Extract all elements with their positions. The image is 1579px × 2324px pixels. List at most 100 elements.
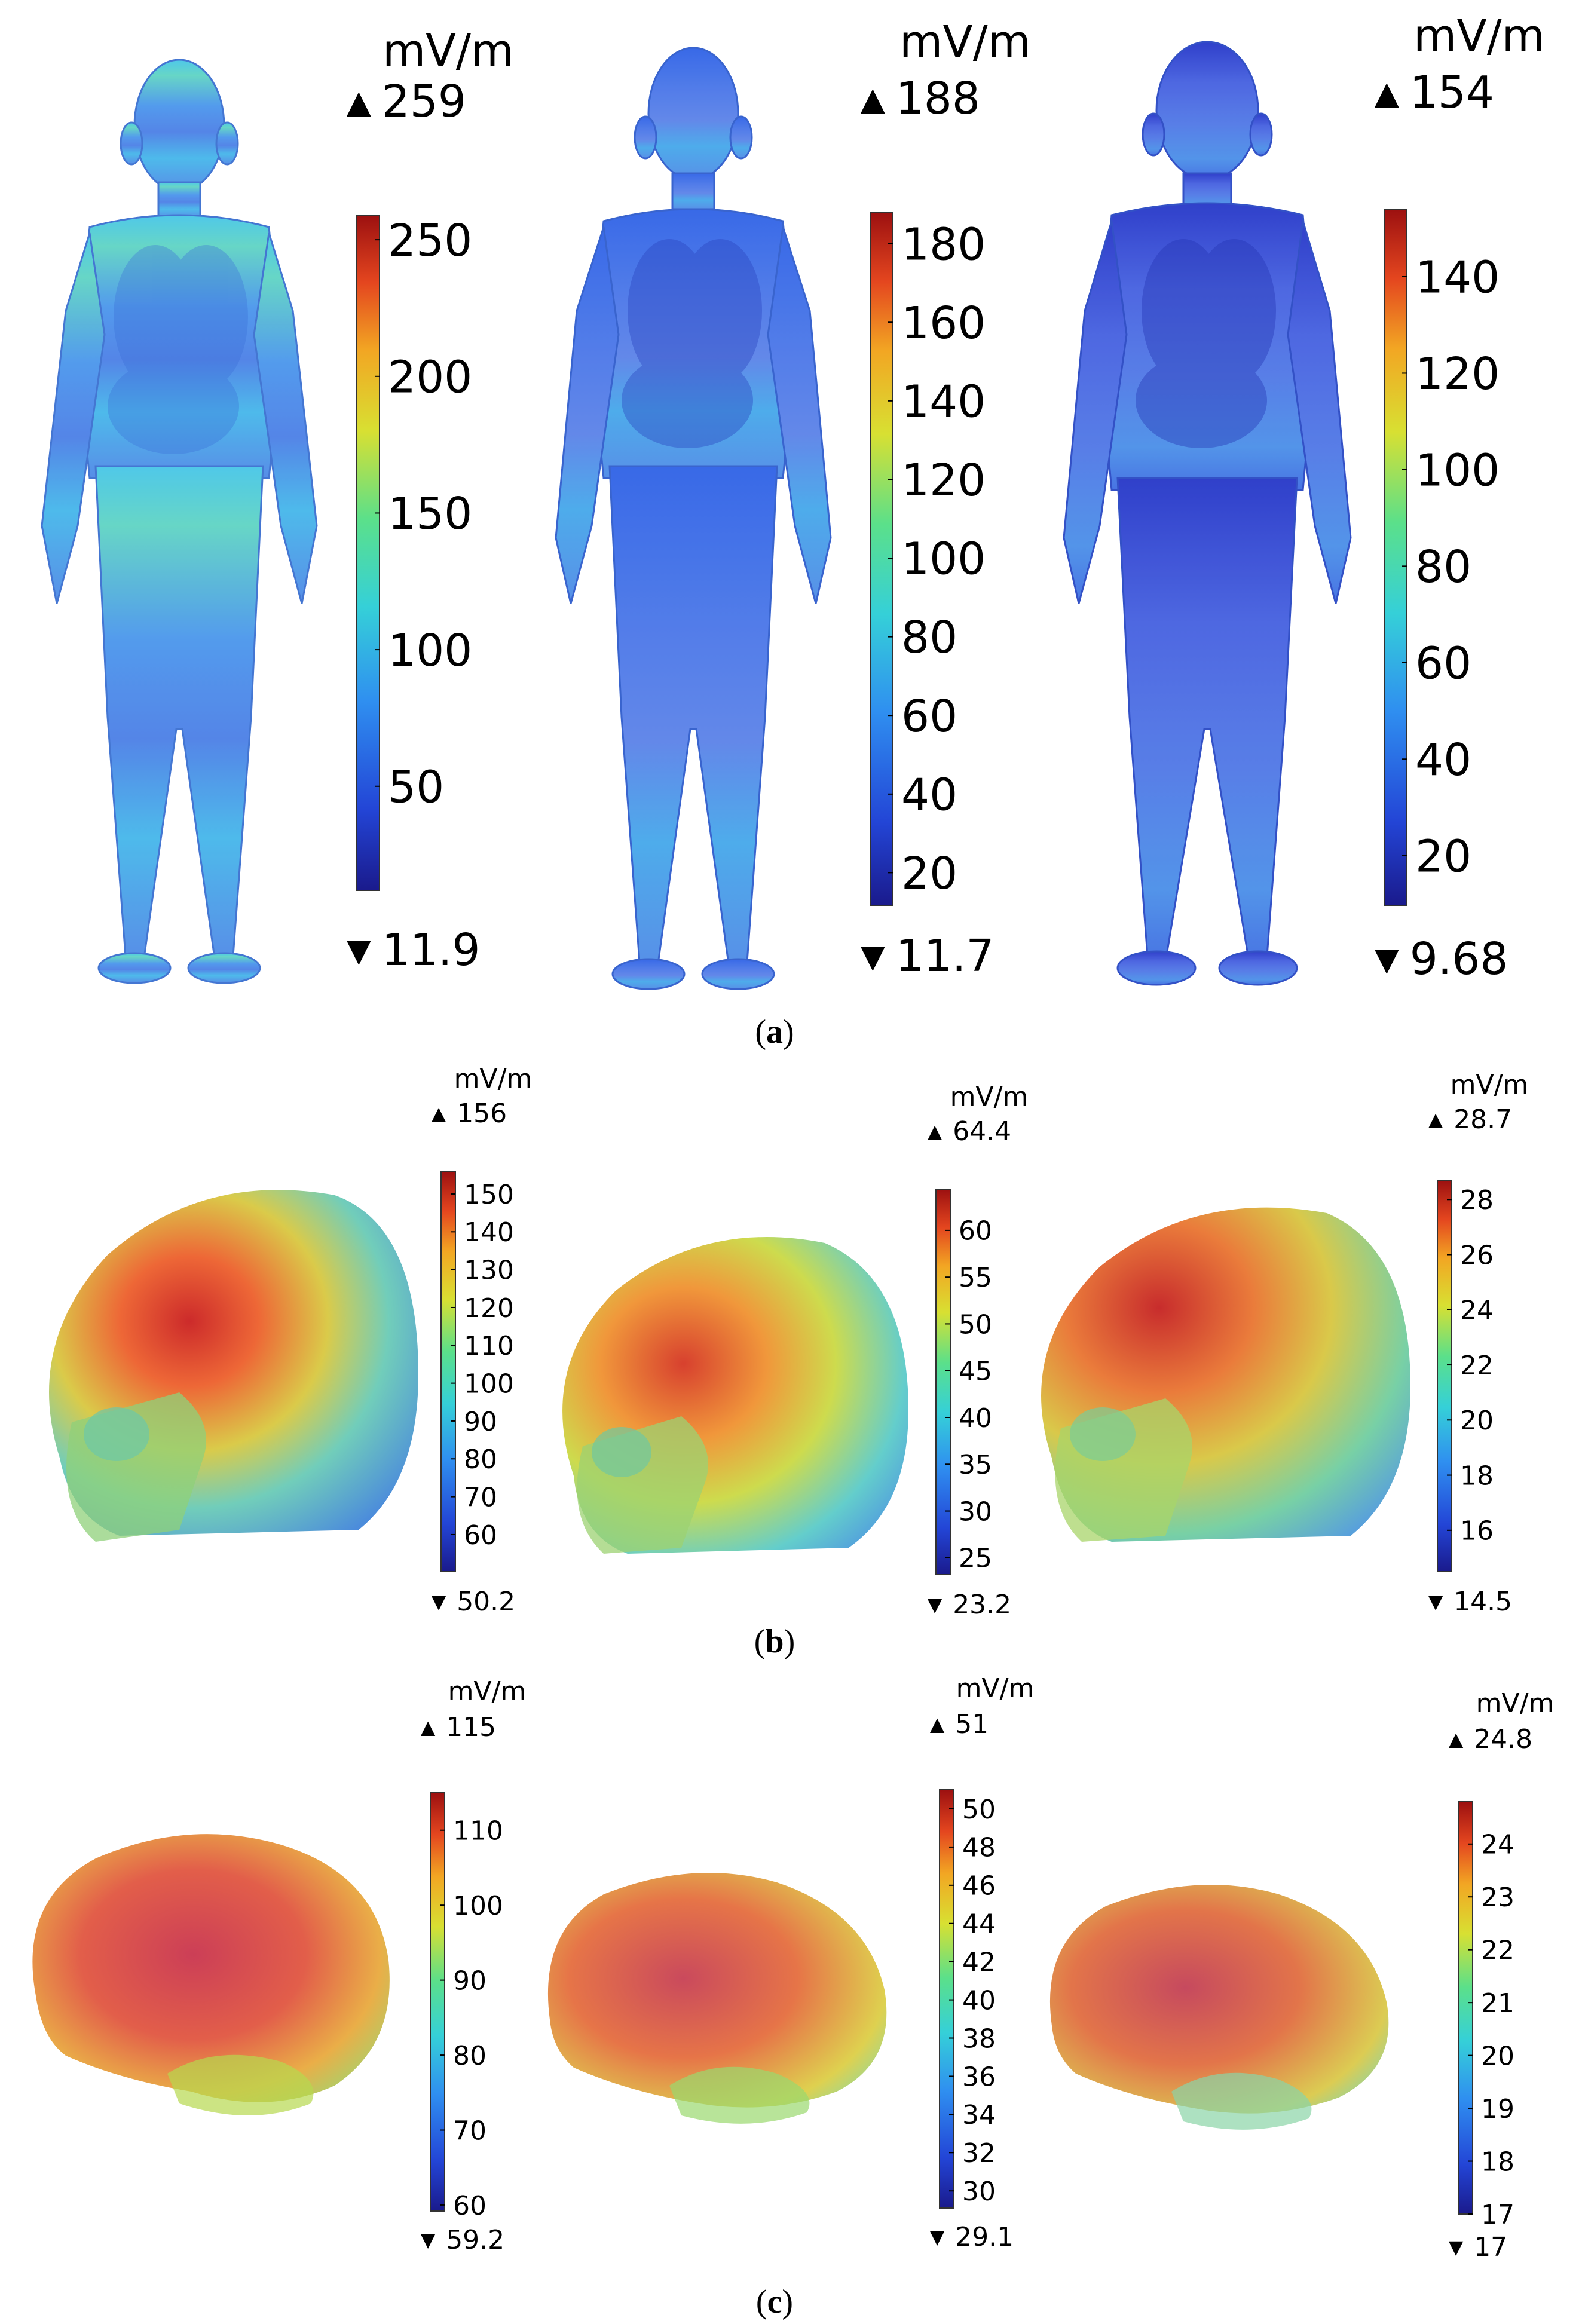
colorbar-max-label: 188 (896, 73, 980, 124)
colorbar-tick-label: 140 (1415, 252, 1500, 304)
colorbar-tick-label: 48 (962, 1833, 996, 1863)
colorbar-tick-label: 20 (1481, 2041, 1514, 2071)
max-triangle-icon (347, 92, 371, 117)
colorbar-tick-label: 120 (464, 1293, 514, 1324)
colorbar-tick-label: 160 (901, 298, 986, 349)
colorbar-tick-label: 150 (388, 488, 472, 540)
colorbar-min-label: 11.7 (896, 930, 994, 982)
min-triangle-icon (1428, 1596, 1443, 1610)
colorbar-tick-label: 150 (464, 1180, 514, 1210)
max-triangle-icon (432, 1107, 446, 1122)
colorbar-tick-label: 45 (959, 1357, 992, 1387)
colorbar-tick-label: 140 (464, 1217, 514, 1248)
colorbar-unit: mV/m (956, 1673, 1035, 1704)
colorbar-tick-label: 100 (453, 1891, 503, 1921)
colorbar-tick-label: 20 (901, 848, 957, 899)
colorbar-tick-label: 17 (1481, 2200, 1514, 2230)
colorbar-gradient (1437, 1180, 1452, 1572)
colorbar-tick-label: 22 (1481, 1936, 1514, 1966)
colorbar-tick-label: 50 (388, 761, 444, 813)
colorbar-tick-label: 23 (1481, 1882, 1514, 1913)
colorbar-tick-label: 100 (1415, 445, 1500, 497)
colorbar-tick-label: 20 (1415, 831, 1471, 882)
skull-figure-3 (1041, 1207, 1410, 1542)
colorbar-tick-label: 100 (464, 1368, 514, 1399)
colorbar-c-3: mV/m 24.8 17 24 23 22 21 20 19 18 17 (1449, 1688, 1554, 2262)
colorbar-max-label: 115 (446, 1712, 496, 1743)
colorbar-tick-label: 60 (1415, 638, 1471, 689)
colorbar-tick-label: 140 (901, 376, 986, 427)
colorbar-tick-label: 40 (959, 1403, 992, 1434)
colorbar-tick-label: 110 (464, 1331, 514, 1361)
min-triangle-icon (861, 947, 885, 971)
colorbar-tick-label: 60 (901, 691, 957, 742)
colorbar-tick-label: 22 (1460, 1351, 1494, 1381)
colorbar-tick-label: 28 (1460, 1185, 1494, 1215)
colorbar-tick-label: 44 (962, 1909, 996, 1940)
colorbar-max-label: 156 (457, 1098, 507, 1129)
colorbar-tick-label: 90 (453, 1965, 486, 1996)
colorbar-tick-label: 110 (453, 1816, 503, 1847)
colorbar-unit: mV/m (448, 1676, 527, 1707)
colorbar-tick-label: 100 (388, 625, 472, 676)
colorbar-tick-label: 21 (1481, 1988, 1514, 2019)
colorbar-tick-label: 30 (959, 1496, 992, 1527)
max-triangle-icon (1375, 83, 1399, 108)
colorbar-min-label: 29.1 (955, 2222, 1014, 2252)
colorbar-tick-label: 24 (1460, 1296, 1494, 1326)
colorbar-unit: mV/m (1476, 1688, 1554, 1719)
min-triangle-icon (432, 1596, 446, 1610)
colorbar-tick-label: 26 (1460, 1240, 1494, 1270)
colorbar-tick-label: 60 (464, 1520, 497, 1551)
colorbars: mV/m25911.925020015010050mV/m18811.71801… (347, 10, 1554, 2262)
colorbar-unit: mV/m (454, 1064, 533, 1094)
max-triangle-icon (1428, 1113, 1443, 1128)
colorbar-tick-label: 18 (1460, 1460, 1494, 1491)
colorbar-tick-label: 50 (962, 1795, 996, 1825)
colorbar-min-label: 11.9 (382, 924, 481, 976)
colorbar-min-label: 9.68 (1410, 933, 1508, 985)
colorbar-gradient (939, 1789, 954, 2209)
colorbar-max-label: 64.4 (953, 1116, 1011, 1147)
colorbar-tick-label: 46 (962, 1871, 996, 1902)
max-triangle-icon (1449, 1733, 1464, 1748)
colorbar-max-label: 28.7 (1453, 1104, 1512, 1135)
colorbar-tick-label: 30 (962, 2176, 996, 2207)
colorbar-b-3: mV/m 28.7 14.5 28 26 24 22 20 18 16 (1428, 1070, 1528, 1617)
skull-figure-2 (562, 1237, 908, 1554)
colorbar-c-2: mV/m 51 29.1 50 48 46 44 42 40 38 36 34 32 30 (930, 1673, 1034, 2252)
colorbar-tick-label: 120 (901, 455, 986, 506)
min-triangle-icon (421, 2234, 436, 2249)
max-triangle-icon (861, 89, 885, 114)
skull-figure-1 (49, 1190, 418, 1542)
colorbar-unit: mV/m (1451, 1070, 1529, 1100)
colorbar-gradient (356, 215, 380, 891)
colorbar-unit: mV/m (1413, 10, 1545, 62)
colorbar-tick-label: 100 (901, 534, 986, 585)
panel-label-a: (a) (755, 1014, 794, 1051)
body-figure-1 (41, 59, 318, 984)
body-figure-3 (1063, 41, 1352, 986)
colorbar-tick-label: 70 (464, 1482, 497, 1512)
colorbar-min-label: 17 (1474, 2232, 1507, 2262)
colorbar-tick-label: 40 (901, 769, 957, 820)
colorbar-min-label: 14.5 (1453, 1587, 1512, 1617)
max-triangle-icon (421, 1721, 436, 1736)
colorbar-tick-label: 70 (453, 2115, 486, 2146)
colorbar-tick-label: 60 (453, 2191, 486, 2221)
colorbar-tick-label: 120 (1415, 348, 1500, 400)
colorbar-min-label: 23.2 (953, 1590, 1011, 1620)
colorbar-tick-label: 25 (959, 1544, 992, 1574)
colorbar-tick-label: 80 (1415, 541, 1471, 593)
colorbar-tick-label: 40 (1415, 734, 1471, 786)
colorbar-tick-label: 16 (1460, 1516, 1494, 1547)
colorbar-tick-label: 50 (959, 1309, 992, 1340)
min-triangle-icon (1375, 950, 1399, 974)
colorbar-tick-label: 250 (388, 215, 472, 267)
colorbar-c-1: mV/m 115 59.2 110 100 90 80 70 60 (421, 1676, 526, 2255)
colorbar-tick-label: 36 (962, 2062, 996, 2092)
